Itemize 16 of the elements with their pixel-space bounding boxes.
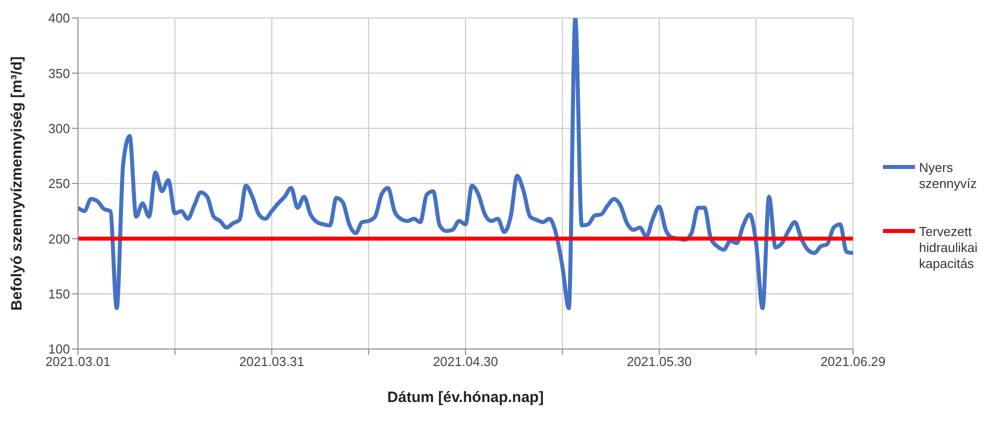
y-tick-label: 350 [48, 66, 70, 81]
y-tick-label: 200 [48, 231, 70, 246]
y-tick-label: 400 [48, 10, 70, 26]
x-tick-label: 2021.03.01 [45, 354, 111, 370]
x-tick-label: 2021.04.30 [432, 354, 498, 370]
y-tick-label: 250 [48, 176, 70, 192]
x-tick-label: 2021.05.30 [626, 354, 692, 370]
y-axis-title: Befolyó szennyvízmennyiség [m³/d] [8, 56, 26, 311]
x-tick-label: 2021.06.29 [820, 354, 886, 370]
y-tick-label: 150 [48, 286, 70, 302]
x-axis-title: Dátum [év.hónap.nap] [387, 389, 544, 406]
y-tick-label: 100 [48, 342, 70, 357]
y-tick-label: 300 [48, 120, 70, 136]
legend-label: Nyers szennyvíz [919, 160, 977, 191]
legend-label: Tervezett hidraulikai kapacitás [919, 224, 978, 271]
x-tick-label: 2021.03.31 [239, 354, 304, 370]
